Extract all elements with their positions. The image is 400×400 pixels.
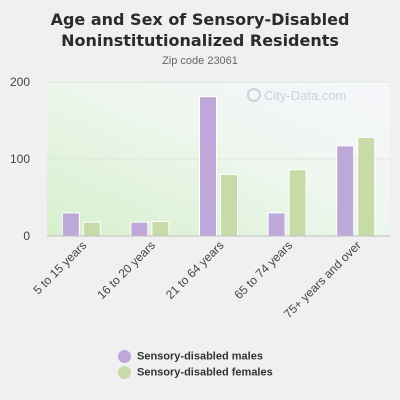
x-tick-label: 21 to 64 years	[163, 238, 227, 302]
bar-males	[267, 212, 286, 237]
bar-females	[151, 220, 170, 237]
y-tick-label: 100	[10, 152, 30, 166]
x-tick-label: 5 to 15 years	[30, 238, 89, 297]
x-tick-label: 65 to 74 years	[232, 238, 296, 302]
bar-females	[357, 136, 376, 237]
bar-females	[220, 173, 238, 237]
x-tick-label: 75+ years and over	[281, 238, 364, 321]
watermark-icon	[247, 88, 261, 102]
chart-title: Age and Sex of Sensory-Disabled Noninsti…	[50, 10, 350, 50]
legend-label-females: Sensory-disabled females	[137, 366, 273, 379]
watermark-text: City-Data.com	[264, 88, 346, 103]
bar-males	[61, 212, 80, 237]
bar-females	[82, 221, 101, 237]
legend-item-females: Sensory-disabled females	[118, 366, 273, 379]
legend-swatch-males	[118, 350, 131, 363]
chart-subtitle: Zip code 23061	[162, 55, 238, 67]
legend-label-males: Sensory-disabled males	[137, 350, 263, 363]
bar-males	[199, 96, 217, 237]
y-tick-label: 200	[10, 75, 30, 89]
bar-males	[336, 145, 355, 237]
x-tick-label: 16 to 20 years	[94, 238, 158, 302]
watermark: City-Data.com	[247, 88, 346, 103]
bar-males	[130, 221, 149, 237]
legend-swatch-females	[118, 366, 131, 379]
y-tick-label: 0	[23, 229, 30, 243]
legend-item-males: Sensory-disabled males	[118, 350, 263, 363]
bar-females	[288, 169, 307, 237]
